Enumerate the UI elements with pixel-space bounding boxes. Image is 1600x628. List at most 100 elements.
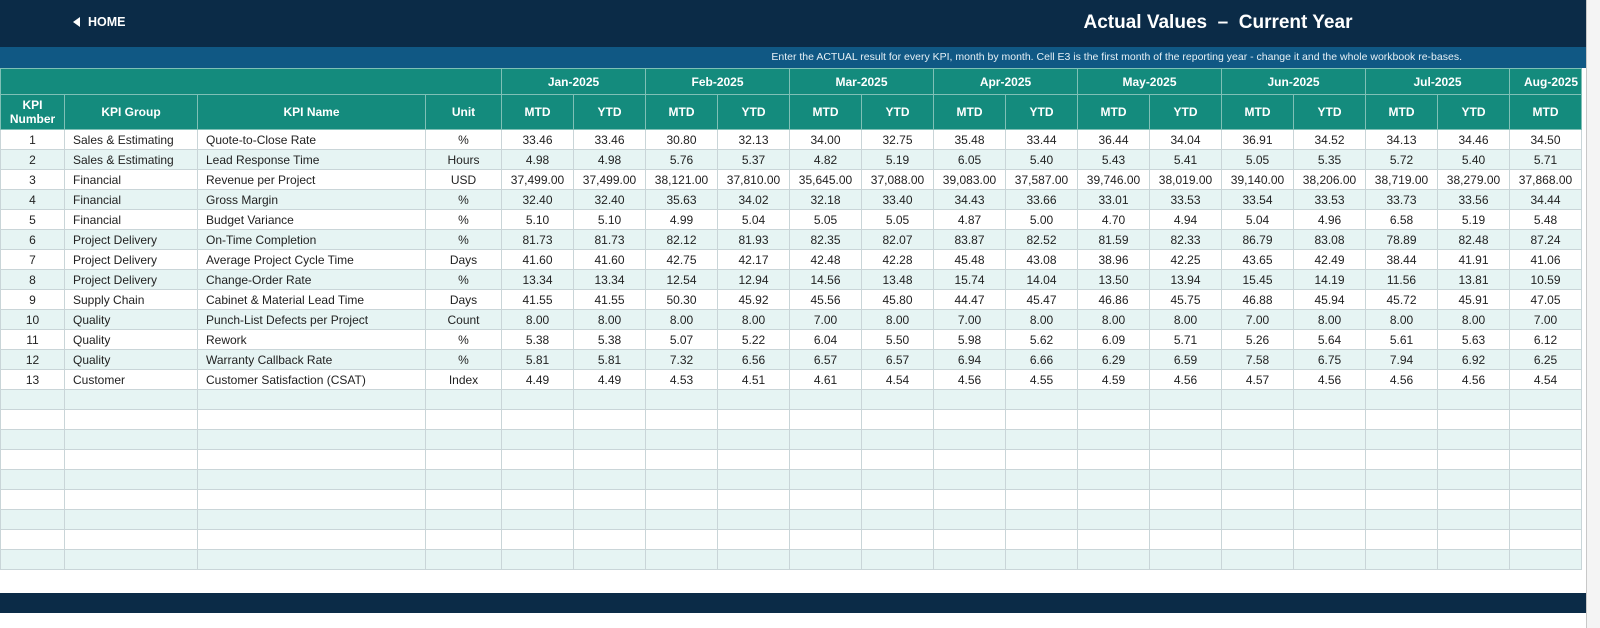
cell: 82.33 <box>1149 229 1222 250</box>
cell: 14.19 <box>1293 269 1366 290</box>
cell: 38,019.00 <box>1149 169 1222 190</box>
empty-cell <box>64 429 198 450</box>
cell: 34.04 <box>1149 129 1222 150</box>
cell: 87.24 <box>1509 229 1582 250</box>
cell: 6 <box>0 229 65 250</box>
cell: 5.00 <box>1005 209 1078 230</box>
cell: 34.44 <box>1509 189 1582 210</box>
cell: 42.17 <box>717 249 790 270</box>
empty-cell <box>933 449 1006 470</box>
empty-cell <box>0 449 65 470</box>
empty-cell <box>1077 469 1150 490</box>
cell: 6.56 <box>717 349 790 370</box>
cell: Rework <box>197 329 426 350</box>
month-header: Mar-2025 <box>789 68 934 95</box>
cell: 39,140.00 <box>1221 169 1294 190</box>
cell: 41.55 <box>573 289 646 310</box>
cell: 7.58 <box>1221 349 1294 370</box>
cell: 8.00 <box>1149 309 1222 330</box>
column-header: MTD <box>1365 94 1438 130</box>
cell: 7.00 <box>1221 309 1294 330</box>
empty-cell <box>1005 489 1078 510</box>
cell: Project Delivery <box>64 249 198 270</box>
empty-cell <box>1509 449 1582 470</box>
empty-cell <box>1293 509 1366 530</box>
empty-cell <box>1005 449 1078 470</box>
month-header-row: Jan-2025 Feb-2025 Mar-2025 Apr-2025 May-2025… <box>0 68 1582 95</box>
cell: 1 <box>0 129 65 150</box>
empty-cell <box>573 549 646 570</box>
home-button[interactable]: HOME <box>73 15 126 29</box>
empty-cell <box>425 449 502 470</box>
cell: 33.44 <box>1005 129 1078 150</box>
cell: 6.25 <box>1509 349 1582 370</box>
empty-cell <box>1221 489 1294 510</box>
empty-cell <box>717 449 790 470</box>
cell: 34.13 <box>1365 129 1438 150</box>
home-label[interactable]: HOME <box>88 15 126 29</box>
empty-row <box>0 449 1582 470</box>
cell: 11 <box>0 329 65 350</box>
cell: 33.66 <box>1005 189 1078 210</box>
cell: 11.56 <box>1365 269 1438 290</box>
column-header: YTD <box>1149 94 1222 130</box>
empty-cell <box>1149 389 1222 410</box>
empty-cell <box>861 509 934 530</box>
column-header: YTD <box>1293 94 1366 130</box>
empty-cell <box>1437 389 1510 410</box>
cell: 4.82 <box>789 149 862 170</box>
empty-cell <box>1293 489 1366 510</box>
empty-cell <box>1437 429 1510 450</box>
empty-cell <box>861 529 934 550</box>
month-header: Jun-2025 <box>1221 68 1366 95</box>
cell: 5.19 <box>1437 209 1510 230</box>
cell: % <box>425 209 502 230</box>
empty-cell <box>501 489 574 510</box>
cell: 38.96 <box>1077 249 1150 270</box>
empty-cell <box>1293 469 1366 490</box>
empty-cell <box>1365 409 1438 430</box>
empty-cell <box>1005 429 1078 450</box>
cell: 41.91 <box>1437 249 1510 270</box>
cell: 4.87 <box>933 209 1006 230</box>
cell: 8 <box>0 269 65 290</box>
empty-cell <box>861 409 934 430</box>
cell: 8.00 <box>573 309 646 330</box>
cell: 4.56 <box>933 369 1006 390</box>
empty-cell <box>717 469 790 490</box>
empty-cell <box>0 429 65 450</box>
empty-cell <box>0 549 65 570</box>
cell: 33.40 <box>861 189 934 210</box>
empty-cell <box>0 409 65 430</box>
empty-cell <box>933 469 1006 490</box>
empty-cell <box>717 409 790 430</box>
cell: 81.73 <box>573 229 646 250</box>
empty-cell <box>197 389 426 410</box>
empty-cell <box>0 489 65 510</box>
empty-cell <box>64 529 198 550</box>
empty-cell <box>1365 429 1438 450</box>
cell: 32.13 <box>717 129 790 150</box>
cell: On-Time Completion <box>197 229 426 250</box>
cell: 7.32 <box>645 349 718 370</box>
top-bar: HOME Actual Values – Current Year <box>0 0 1586 47</box>
cell: 5.81 <box>573 349 646 370</box>
cell: 4.96 <box>1293 209 1366 230</box>
cell: 5.71 <box>1509 149 1582 170</box>
cell: 5.26 <box>1221 329 1294 350</box>
month-header: Jul-2025 <box>1365 68 1510 95</box>
cell: 5.04 <box>1221 209 1294 230</box>
cell: 42.48 <box>789 249 862 270</box>
cell: 5.07 <box>645 329 718 350</box>
cell: 45.56 <box>789 289 862 310</box>
cell: 7.00 <box>933 309 1006 330</box>
empty-cell <box>933 409 1006 430</box>
cell: 34.46 <box>1437 129 1510 150</box>
cell: 5.35 <box>1293 149 1366 170</box>
cell: Sales & Estimating <box>64 149 198 170</box>
cell: 4 <box>0 189 65 210</box>
cell: 7.00 <box>789 309 862 330</box>
cell: 34.43 <box>933 189 1006 210</box>
empty-cell <box>717 509 790 530</box>
empty-cell <box>1005 389 1078 410</box>
